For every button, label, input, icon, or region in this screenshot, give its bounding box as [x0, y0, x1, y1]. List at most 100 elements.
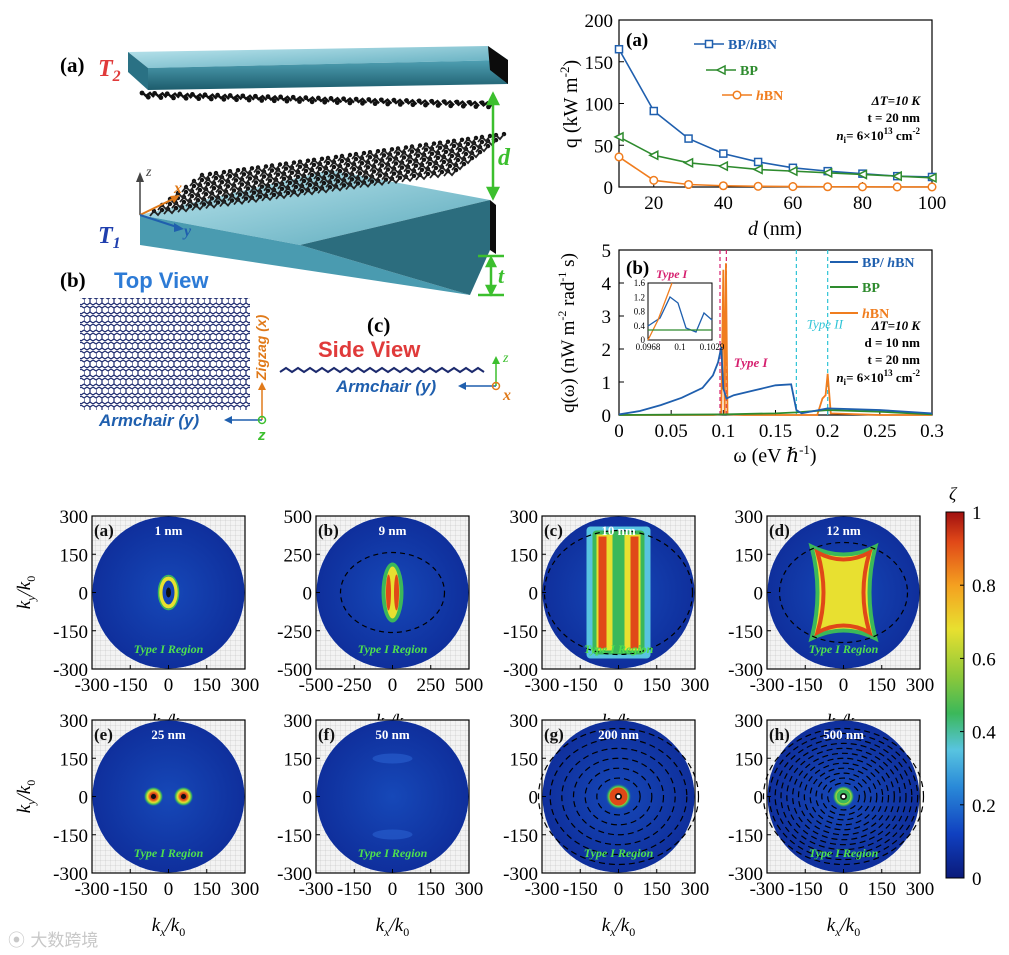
top-bp-atom [366, 97, 372, 102]
map-xtick-label: -150 [113, 675, 148, 696]
top-bp-atom [278, 94, 283, 100]
chartA-point [684, 179, 694, 190]
map-region-label: Type I Region [358, 846, 428, 860]
top-bp-atom [290, 94, 296, 100]
top-bp-bonds [141, 91, 493, 108]
top-bp-atom [259, 98, 265, 103]
chartB-xtick-label: 0.1 [711, 421, 735, 442]
map-xtick-label: 150 [193, 879, 222, 900]
chartB-annotation: d = 10 nm [865, 335, 921, 350]
map-ytick-label: 500 [284, 507, 313, 528]
chartA-point [614, 44, 624, 54]
top-bp-atom [297, 99, 302, 104]
map-contour [827, 782, 860, 811]
map-xtick-label: -150 [788, 879, 823, 900]
top-bp-atom [385, 101, 391, 107]
map-region-label: Type I Region [809, 642, 879, 656]
map-contour [778, 541, 909, 644]
map-xtick-label: -300 [75, 879, 110, 900]
map-ytick-label: -500 [277, 660, 312, 681]
map-panel-label: (f) [318, 725, 335, 744]
inset-ytick-label: 0.4 [634, 321, 646, 331]
chartA-ytick-label: 0 [604, 178, 614, 199]
map-contour [572, 757, 665, 836]
d-label: d [498, 145, 511, 171]
map-contour [815, 772, 872, 821]
map-contour [797, 757, 890, 836]
map-feature [616, 794, 621, 799]
map-ytick-label: -300 [277, 864, 312, 885]
chartA-point [613, 131, 624, 143]
bottom-bp-bonds [197, 133, 505, 181]
map-xtick-label: 300 [231, 675, 260, 696]
map-contour [549, 737, 688, 856]
bottom-bp-bonds [165, 157, 473, 205]
map-ytick-label: 150 [60, 545, 89, 566]
T2-label: T2 [98, 56, 121, 85]
map-contour [786, 747, 901, 846]
side-view-chain [279, 366, 485, 374]
top-bp-atom [246, 97, 252, 103]
top-bp-atom [208, 96, 214, 102]
top-bp-atom [284, 98, 290, 104]
top-bp-atom [196, 96, 202, 102]
chartA-point [684, 134, 693, 143]
map-ytick-label: -150 [503, 826, 538, 847]
map-xtick-label: -250 [337, 675, 372, 696]
top-bp-atom [486, 104, 491, 110]
map-xtick-label: -150 [563, 879, 598, 900]
top-view-title: Top View [114, 268, 209, 293]
top-bp-atom [164, 91, 170, 97]
map-xtick-label: 0 [164, 879, 174, 900]
chartA-point [857, 182, 867, 192]
map-ytick-label: 150 [284, 749, 313, 770]
inset-xtick-label: 0.1029 [700, 342, 725, 352]
map-contour [596, 777, 641, 816]
map-contour [762, 727, 925, 866]
map-disk [92, 720, 245, 873]
chartB-xtick-label: 0.2 [816, 421, 840, 442]
chartA-xtick-label: 40 [714, 193, 733, 214]
top-bp-atom [265, 94, 271, 99]
top-bp-atom [423, 102, 428, 108]
colorbar-tick-label: 0.8 [972, 576, 996, 597]
chartA-annotation: ΔT=10 K [871, 93, 922, 108]
chartB-series-line [618, 409, 933, 416]
chartA-point [648, 150, 659, 161]
map-ytick-label: 300 [60, 711, 89, 732]
map-xtick-label: 0 [614, 675, 624, 696]
chartA-xtick-label: 80 [853, 193, 872, 214]
schematic-label-a: (a) [60, 53, 85, 77]
top-view-z: z [257, 427, 266, 444]
chartB-xtick-label: 0.25 [863, 421, 896, 442]
chartB-xtick-label: 0.3 [920, 421, 944, 442]
top-bp-atom [177, 91, 183, 97]
map-distance: 12 nm [826, 523, 860, 538]
map-contour [537, 727, 700, 866]
top-bp-atom [328, 96, 334, 101]
map-feature [166, 587, 171, 598]
map-ytick-label: -150 [53, 826, 88, 847]
chartA-annotation: ni= 6×1013 cm-2 [836, 126, 920, 145]
map-contour [339, 551, 446, 634]
map-contour [792, 752, 895, 841]
chartB-ytick-label: 0 [602, 406, 612, 427]
top-bp-atom [467, 99, 472, 105]
map-panel-label: (d) [769, 521, 790, 540]
map-contour [803, 762, 884, 831]
chartB-ytick-label: 2 [602, 340, 612, 361]
chartA-point [614, 152, 624, 162]
top-bp-atom [190, 92, 195, 97]
map-ytick-label: 0 [754, 788, 764, 809]
map-ytick-label: 300 [735, 711, 764, 732]
top-bp-atom [391, 97, 397, 103]
T1-label: T1 [98, 223, 121, 252]
map-ytick-label: 250 [284, 545, 313, 566]
chartA-point [752, 164, 763, 175]
map-ytick-label: 300 [735, 507, 764, 528]
chartA-legend-label: hBN [756, 89, 783, 104]
chartB-legend-label: hBN [862, 307, 889, 322]
map-ytick-label: -300 [503, 660, 538, 681]
chartA-point [718, 181, 728, 191]
